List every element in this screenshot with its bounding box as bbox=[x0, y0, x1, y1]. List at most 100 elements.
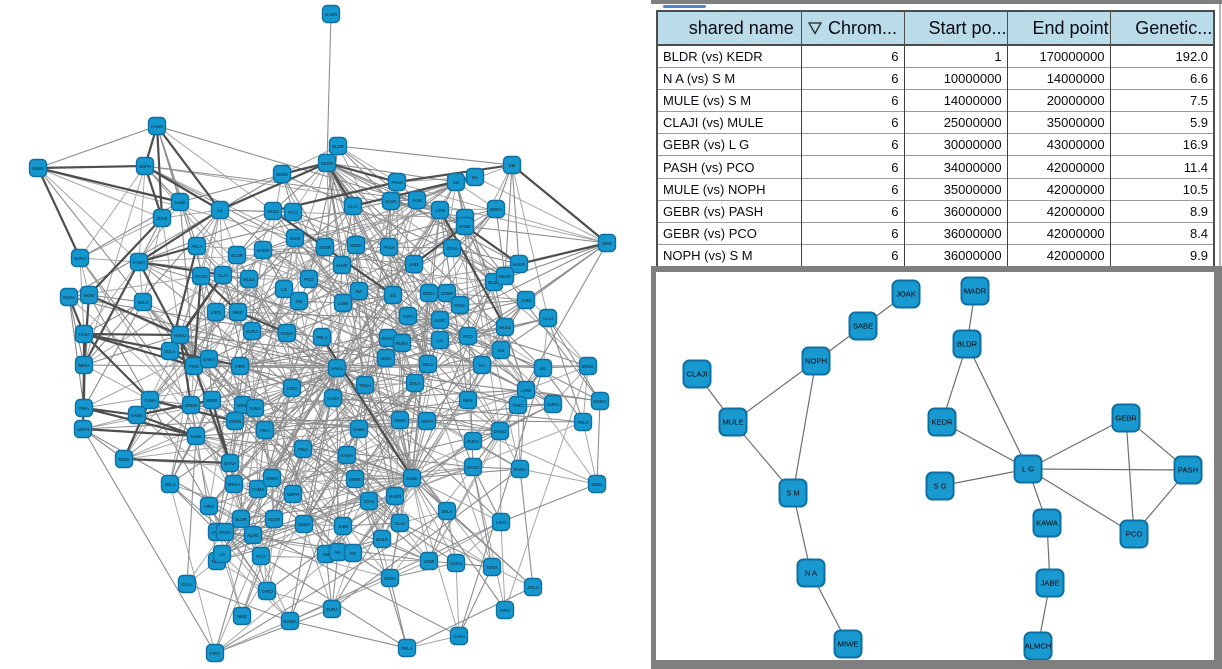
svg-text:OREN: OREN bbox=[229, 419, 241, 424]
svg-text:CLAJ: CLAJ bbox=[218, 273, 229, 278]
svg-text:JABE: JABE bbox=[521, 298, 532, 303]
svg-text:HAKU: HAKU bbox=[174, 333, 186, 338]
svg-text:TARO: TARO bbox=[512, 403, 524, 408]
svg-text:PELA: PELA bbox=[578, 420, 589, 425]
svg-text:JABE: JABE bbox=[412, 198, 423, 203]
svg-text:CLAJI: CLAJI bbox=[687, 370, 708, 379]
svg-text:PCO: PCO bbox=[1126, 530, 1143, 539]
svg-text:MULE: MULE bbox=[499, 325, 511, 330]
svg-text:OREN: OREN bbox=[185, 403, 197, 408]
svg-text:SM: SM bbox=[509, 163, 516, 168]
svg-text:PELA: PELA bbox=[402, 646, 413, 651]
svg-text:PCO: PCO bbox=[463, 334, 473, 339]
svg-text:NOPH: NOPH bbox=[77, 427, 89, 432]
svg-text:SURA: SURA bbox=[326, 607, 338, 612]
svg-text:MIWE: MIWE bbox=[206, 398, 218, 403]
svg-text:MULE: MULE bbox=[243, 277, 255, 282]
svg-text:GANA: GANA bbox=[327, 396, 339, 401]
svg-text:SG: SG bbox=[453, 180, 460, 185]
svg-text:ZOLA: ZOLA bbox=[409, 381, 420, 386]
svg-text:ALMC: ALMC bbox=[434, 318, 446, 323]
svg-text:LOMI: LOMI bbox=[435, 208, 446, 213]
svg-text:KOMA: KOMA bbox=[594, 399, 607, 404]
svg-text:CLAJ: CLAJ bbox=[348, 204, 359, 209]
svg-text:SURA: SURA bbox=[246, 329, 258, 334]
svg-text:SELA: SELA bbox=[138, 300, 149, 305]
svg-text:KEDR: KEDR bbox=[268, 517, 280, 522]
svg-text:ZOLA: ZOLA bbox=[164, 349, 175, 354]
svg-text:KAWA: KAWA bbox=[341, 453, 353, 458]
svg-text:ZOLA: ZOLA bbox=[181, 582, 192, 587]
svg-text:GANA: GANA bbox=[453, 634, 465, 639]
svg-text:S G: S G bbox=[933, 482, 946, 491]
svg-text:NOPH: NOPH bbox=[139, 164, 151, 169]
svg-text:NIKE: NIKE bbox=[463, 398, 473, 403]
svg-text:KEDR: KEDR bbox=[931, 418, 953, 427]
svg-text:YUMA: YUMA bbox=[144, 398, 157, 403]
svg-text:KOMA: KOMA bbox=[284, 619, 297, 624]
svg-text:JABE: JABE bbox=[409, 262, 420, 267]
svg-text:KAWA: KAWA bbox=[151, 124, 163, 129]
svg-text:LOMI: LOMI bbox=[521, 388, 532, 393]
svg-text:PASH: PASH bbox=[391, 180, 402, 185]
svg-text:HAKU: HAKU bbox=[331, 366, 343, 371]
svg-text:KAWA: KAWA bbox=[353, 427, 365, 432]
svg-text:SELA: SELA bbox=[423, 362, 434, 367]
svg-text:GEBR: GEBR bbox=[441, 291, 453, 296]
svg-text:PASH: PASH bbox=[219, 530, 230, 535]
svg-text:JOAK: JOAK bbox=[289, 236, 300, 241]
svg-text:MADR: MADR bbox=[389, 494, 402, 499]
svg-text:BLDR: BLDR bbox=[488, 280, 499, 285]
svg-text:WEKA: WEKA bbox=[78, 363, 91, 368]
svg-text:VIRO: VIRO bbox=[235, 364, 246, 369]
svg-text:MADR: MADR bbox=[513, 262, 526, 267]
svg-text:LG: LG bbox=[281, 287, 287, 292]
svg-text:KAWA: KAWA bbox=[131, 413, 143, 418]
svg-text:ALMCH: ALMCH bbox=[1025, 642, 1052, 651]
svg-text:BLDR: BLDR bbox=[332, 144, 343, 149]
svg-text:NA: NA bbox=[472, 175, 478, 180]
svg-text:PELA: PELA bbox=[192, 244, 203, 249]
svg-text:LOMI: LOMI bbox=[338, 301, 349, 306]
svg-text:ALMC: ALMC bbox=[247, 533, 259, 538]
svg-text:NOPH: NOPH bbox=[421, 419, 433, 424]
svg-text:SELA: SELA bbox=[165, 482, 176, 487]
svg-text:PCO: PCO bbox=[256, 554, 266, 559]
svg-text:ALMC: ALMC bbox=[336, 263, 348, 268]
svg-text:NIKE: NIKE bbox=[602, 241, 612, 246]
svg-text:GEBR: GEBR bbox=[276, 172, 288, 177]
svg-text:SG: SG bbox=[350, 551, 357, 556]
svg-text:RUNA: RUNA bbox=[514, 467, 526, 472]
svg-text:NA: NA bbox=[335, 550, 341, 555]
svg-text:KEDR: KEDR bbox=[499, 274, 511, 279]
svg-text:PASH: PASH bbox=[383, 245, 394, 250]
svg-text:KEDR: KEDR bbox=[319, 245, 331, 250]
svg-text:FIRO: FIRO bbox=[210, 651, 221, 656]
svg-text:SABE: SABE bbox=[406, 476, 418, 481]
svg-text:BRDA: BRDA bbox=[582, 364, 594, 369]
svg-text:LOMI: LOMI bbox=[424, 559, 435, 564]
svg-text:FIRO: FIRO bbox=[189, 364, 200, 369]
svg-text:JOAK: JOAK bbox=[156, 216, 167, 221]
svg-text:MULE: MULE bbox=[376, 537, 388, 542]
svg-text:DAGO: DAGO bbox=[467, 465, 480, 470]
svg-text:KEDR: KEDR bbox=[321, 161, 333, 166]
svg-text:HAKU: HAKU bbox=[450, 561, 462, 566]
svg-text:LG: LG bbox=[437, 338, 443, 343]
svg-text:MULE: MULE bbox=[722, 418, 743, 427]
svg-text:JOAK: JOAK bbox=[896, 290, 916, 299]
svg-text:NIKE: NIKE bbox=[237, 614, 247, 619]
svg-text:MOKI: MOKI bbox=[381, 356, 392, 361]
svg-text:SG: SG bbox=[390, 293, 397, 298]
svg-text:JOAK: JOAK bbox=[446, 246, 457, 251]
svg-text:SM: SM bbox=[323, 552, 330, 557]
svg-text:NA: NA bbox=[479, 363, 485, 368]
svg-text:NOPH: NOPH bbox=[805, 357, 827, 366]
svg-text:S M: S M bbox=[786, 489, 800, 498]
svg-text:VIRO: VIRO bbox=[496, 520, 507, 525]
svg-text:SABE: SABE bbox=[190, 434, 202, 439]
svg-text:MADR: MADR bbox=[964, 287, 987, 296]
svg-text:L G: L G bbox=[1022, 465, 1034, 474]
svg-text:MULE: MULE bbox=[267, 209, 279, 214]
svg-text:WEKA: WEKA bbox=[237, 403, 250, 408]
